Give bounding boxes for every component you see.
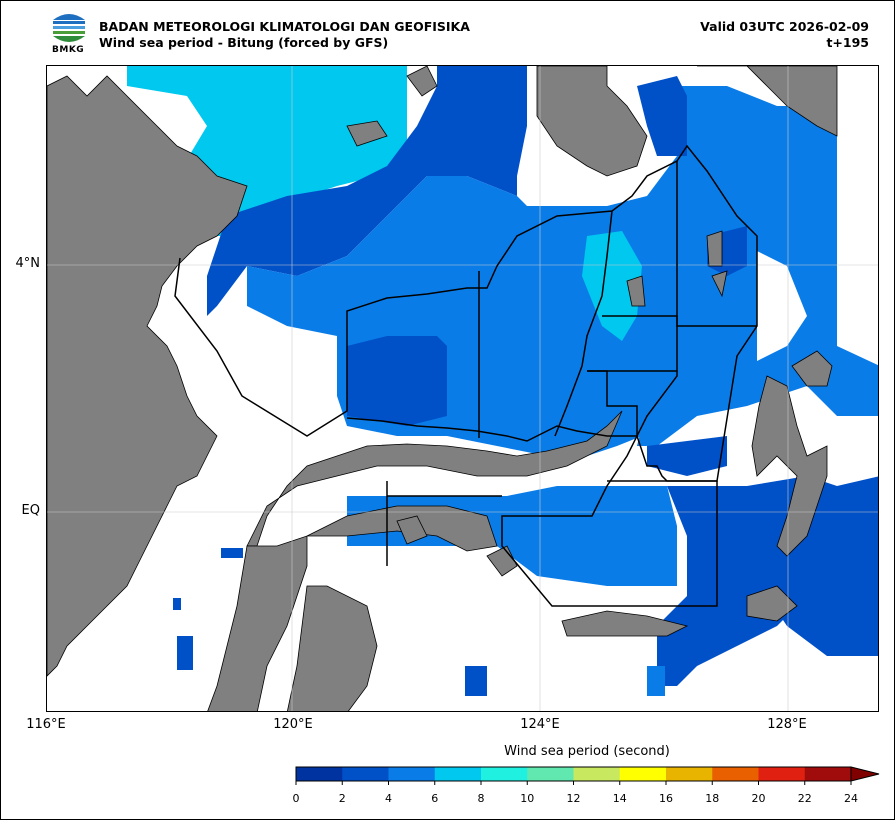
- colorbar-title: Wind sea period (second): [504, 744, 670, 759]
- forecast-lead: t+195: [826, 35, 869, 50]
- colorbar-tick-label: 14: [612, 792, 627, 805]
- colorbar-tick-label: 24: [844, 792, 858, 805]
- logo-text: BMKG: [52, 45, 85, 55]
- colorbar-tick-label: 20: [751, 792, 766, 805]
- zone-boundaries: [174, 144, 758, 607]
- colorbar-tick-label: 18: [705, 792, 720, 805]
- colorbar-tick-label: 10: [520, 792, 535, 805]
- lon-label-116: 116°E: [26, 717, 66, 732]
- colorbar-tick-label: 8: [477, 792, 485, 805]
- lat-label-4n: 4°N: [15, 256, 41, 271]
- colorbar-tick-label: 4: [385, 792, 392, 805]
- colorbar-tick-label: 2: [338, 792, 346, 805]
- colorbar-tick-label: 22: [797, 792, 812, 805]
- lon-label-128: 128°E: [767, 717, 807, 732]
- colorbar-tick-label: 12: [566, 792, 581, 805]
- land: [47, 66, 838, 711]
- lon-label-124: 124°E: [520, 717, 560, 732]
- agency-title: BADAN METEOROLOGI KLIMATOLOGI DAN GEOFIS…: [99, 19, 470, 34]
- lon-label-120: 120°E: [273, 717, 313, 732]
- bmkg-logo: [50, 12, 88, 58]
- gridlines: [47, 66, 878, 711]
- colorbar-tick-label: 6: [431, 792, 439, 805]
- valid-time: Valid 03UTC 2026-02-09: [700, 19, 869, 34]
- colorbar-tick-label: 16: [659, 792, 673, 805]
- product-title: Wind sea period - Bitung (forced by GFS): [99, 35, 389, 50]
- lat-label-eq: EQ: [21, 503, 40, 518]
- map-svg: [47, 66, 878, 711]
- map-panel: [46, 65, 879, 712]
- colorbar-tick-label: 0: [292, 792, 300, 805]
